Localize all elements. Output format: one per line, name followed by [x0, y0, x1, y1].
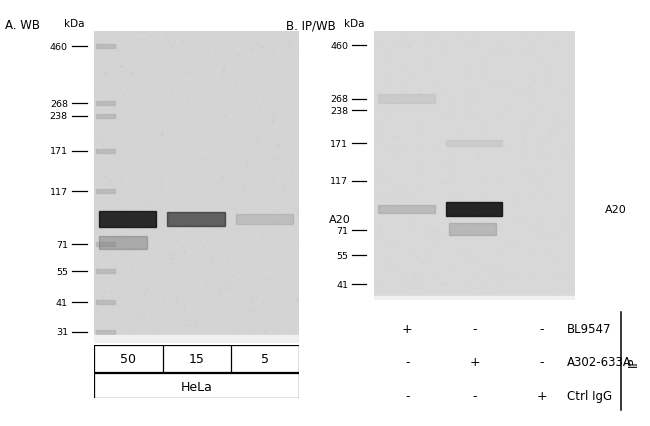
Text: 171: 171: [330, 139, 348, 148]
Text: -: -: [473, 322, 476, 335]
Bar: [378, 95, 435, 104]
Text: A20: A20: [604, 204, 627, 214]
Text: 71: 71: [56, 240, 68, 249]
Text: +: +: [536, 389, 547, 402]
Text: +: +: [402, 322, 413, 335]
Bar: [446, 141, 502, 147]
Text: 71: 71: [336, 226, 348, 235]
Bar: [96, 270, 114, 274]
Text: A302-633A: A302-633A: [567, 356, 632, 368]
Bar: [96, 243, 114, 247]
Text: 41: 41: [336, 280, 348, 289]
Text: B. IP/WB: B. IP/WB: [286, 19, 336, 32]
Text: 268: 268: [330, 95, 348, 104]
Text: 460: 460: [50, 43, 68, 52]
Bar: [94, 345, 299, 371]
Bar: [96, 45, 114, 49]
Text: 31: 31: [56, 328, 68, 337]
Text: Ctrl IgG: Ctrl IgG: [567, 389, 612, 402]
Bar: [96, 102, 114, 106]
Text: A. WB: A. WB: [5, 19, 40, 32]
Bar: [99, 211, 157, 228]
Text: 117: 117: [50, 187, 68, 196]
Bar: [374, 296, 575, 300]
Text: +: +: [469, 356, 480, 368]
Text: 55: 55: [336, 251, 348, 260]
Text: A20: A20: [329, 214, 351, 225]
Bar: [449, 223, 496, 235]
Text: HeLa: HeLa: [181, 380, 213, 393]
Text: BL9547: BL9547: [567, 322, 612, 335]
Bar: [96, 190, 114, 194]
Bar: [96, 301, 114, 305]
Text: 15: 15: [188, 352, 205, 365]
Bar: [99, 237, 147, 250]
Text: -: -: [405, 389, 410, 402]
Bar: [446, 202, 502, 216]
Text: 50: 50: [120, 352, 136, 365]
Text: 171: 171: [50, 147, 68, 156]
Text: 117: 117: [330, 177, 348, 186]
Bar: [94, 373, 299, 398]
Text: 5: 5: [261, 352, 269, 365]
Text: 41: 41: [56, 298, 68, 307]
Text: 268: 268: [50, 100, 68, 109]
Text: -: -: [540, 356, 544, 368]
Text: 460: 460: [330, 41, 348, 50]
Bar: [167, 213, 225, 226]
Text: -: -: [473, 389, 476, 402]
Text: -: -: [405, 356, 410, 368]
Text: 55: 55: [56, 267, 68, 276]
Bar: [96, 330, 114, 334]
Text: -: -: [540, 322, 544, 335]
Bar: [235, 214, 293, 225]
Text: IP: IP: [627, 356, 640, 366]
Bar: [96, 115, 114, 119]
Text: 238: 238: [50, 112, 68, 121]
Text: 238: 238: [330, 106, 348, 115]
Bar: [378, 205, 435, 213]
Text: kDa: kDa: [344, 19, 365, 29]
Bar: [94, 335, 299, 343]
Text: kDa: kDa: [64, 19, 84, 29]
Bar: [96, 150, 114, 154]
